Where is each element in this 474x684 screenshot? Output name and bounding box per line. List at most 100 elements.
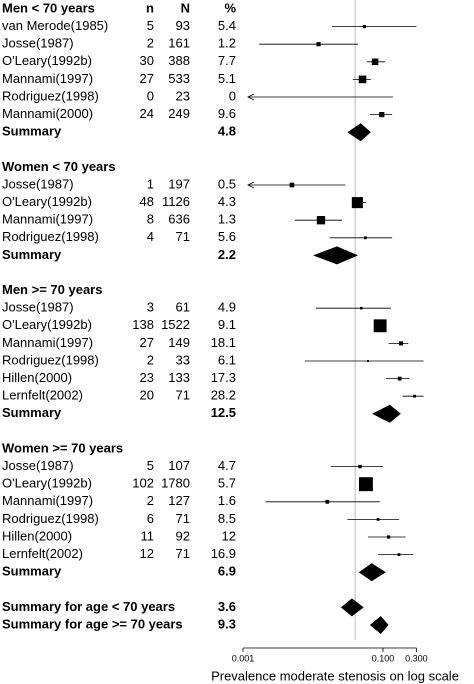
n-cell: 0 [147,88,154,103]
study-box [358,75,367,84]
study-box [371,58,379,66]
ci-arrow [247,181,255,189]
study-label: Rodriguez(1998) [2,229,99,244]
n-cell: 27 [140,71,154,86]
study-label: O'Leary(1992b) [2,53,92,68]
N-cell: 636 [168,212,190,227]
study-label: Hillen(2000) [2,528,72,543]
N-cell: 1126 [162,194,190,209]
study-box [399,341,404,346]
study-box [358,464,362,469]
pct-cell: 0 [229,88,236,103]
N-cell: 161 [168,36,190,51]
n-cell: 5 [147,458,154,473]
column-header: % [224,0,236,15]
pct-cell: 5.1 [218,71,236,86]
N-cell: 71 [176,546,190,561]
n-cell: 138 [132,317,154,332]
pct-cell: 5.6 [218,229,236,244]
overall-label: Summary for age >= 70 years [2,616,183,631]
study-label: Mannami(1997) [2,71,93,86]
study-box [379,111,385,118]
study-box [362,25,366,29]
study-box [376,518,380,521]
N-cell: 61 [176,300,190,315]
summary-pct: 12.5 [211,405,236,420]
pct-cell: 7.7 [218,53,236,68]
N-cell: 92 [176,528,190,543]
n-cell: 30 [140,53,154,68]
n-cell: 8 [147,212,154,227]
pct-cell: 5.7 [218,476,236,491]
N-cell: 107 [168,458,190,473]
summary-diamond [313,246,359,265]
n-cell: 48 [140,194,154,209]
x-tick-label: 0.100 [372,653,395,663]
study-box [363,236,367,240]
summary-label: Summary [2,247,62,262]
n-cell: 11 [141,528,155,543]
n-cell: 3 [147,300,154,315]
study-label: Mannami(2000) [2,106,93,121]
N-cell: 1780 [161,476,190,491]
N-cell: 71 [176,388,190,403]
N-cell: 23 [176,88,190,103]
study-box [386,535,391,539]
summary-pct: 2.2 [218,247,236,262]
x-axis-label: Prevalence moderate stenosis on log scal… [211,668,459,683]
study-label: Rodriguez(1998) [2,88,99,103]
group-title: Men >= 70 years [2,282,102,297]
study-box [351,197,363,209]
pct-cell: 12 [222,528,236,543]
n-cell: 6 [147,511,154,526]
n-cell: 20 [140,388,154,403]
study-box [358,477,373,492]
n-cell: 2 [147,36,154,51]
pct-cell: 28.2 [211,388,236,403]
summary-diamond [369,616,389,634]
study-box [367,360,369,362]
study-box [397,553,401,556]
summary-diamond [340,598,364,617]
study-label: O'Leary(1992b) [2,194,92,209]
pct-cell: 4.9 [218,300,236,315]
pct-cell: 1.3 [218,212,236,227]
study-label: Hillen(2000) [2,370,72,385]
ci-arrow [247,93,255,101]
summary-pct: 4.8 [218,124,236,139]
column-header: n [146,0,154,15]
N-cell: 133 [168,370,190,385]
study-box [316,216,326,225]
pct-cell: 17.3 [211,370,236,385]
n-cell: 2 [147,493,154,508]
study-box [316,42,321,47]
n-cell: 2 [147,352,154,367]
N-cell: 71 [176,511,190,526]
overall-pct: 9.3 [218,616,236,631]
summary-label: Summary [2,124,62,139]
summary-diamond [372,404,401,423]
N-cell: 33 [176,352,190,367]
pct-cell: 6.1 [218,352,236,367]
study-label: Mannami(1997) [2,493,93,508]
study-label: Josse(1987) [2,176,74,191]
study-label: van Merode(1985) [2,18,108,33]
n-cell: 102 [132,476,154,491]
study-box [289,182,295,188]
study-box [373,319,387,333]
n-cell: 1 [147,176,154,191]
study-box [325,499,330,504]
study-label: Josse(1987) [2,300,74,315]
pct-cell: 18.1 [211,335,236,350]
n-cell: 12 [140,546,154,561]
summary-pct: 6.9 [218,564,236,579]
pct-cell: 1.2 [218,36,236,51]
group-title: Men < 70 years [2,0,95,15]
n-cell: 5 [147,18,154,33]
n-cell: 4 [147,229,154,244]
N-cell: 249 [168,106,190,121]
summary-diamond [358,563,386,582]
study-label: Lernfelt(2002) [2,388,83,403]
study-label: Josse(1987) [2,36,74,51]
